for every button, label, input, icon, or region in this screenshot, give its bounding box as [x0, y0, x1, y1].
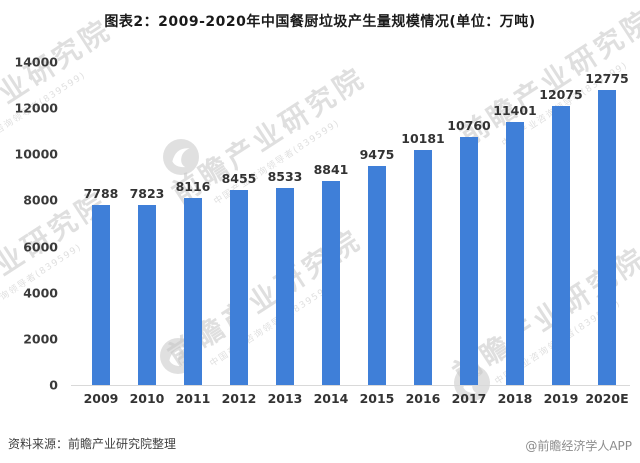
source-note: 资料来源：前瞻产业研究院整理 — [8, 437, 177, 451]
bar-value-label: 9475 — [359, 147, 395, 163]
credit-note: @前瞻经济学人APP — [525, 439, 632, 453]
y-axis-label: 10000 — [14, 146, 59, 162]
bar-slot: 11401 — [492, 62, 538, 385]
bar-slot: 8116 — [170, 62, 216, 385]
y-axis-label: 4000 — [23, 285, 58, 301]
bar-value-label: 10760 — [447, 117, 491, 133]
bar — [184, 197, 202, 385]
x-axis-label: 2010 — [129, 391, 165, 406]
x-axis-label: 2016 — [405, 391, 441, 406]
x-axis-label: 2018 — [497, 391, 533, 406]
bar — [552, 106, 570, 385]
y-axis-label: 0 — [49, 377, 58, 393]
bar-series: 7788 7823 8116 8455 8533 8841 9475 10181 10760 11… — [78, 62, 630, 385]
bar-value-label: 11401 — [493, 102, 537, 118]
bar-value-label: 7823 — [129, 185, 165, 201]
x-axis-label: 2012 — [221, 391, 257, 406]
x-axis-label: 2017 — [451, 391, 487, 406]
bar-slot: 7788 — [78, 62, 124, 385]
bar-slot: 12075 — [538, 62, 584, 385]
bar-slot: 10181 — [400, 62, 446, 385]
bar — [368, 166, 386, 385]
bar-slot: 8841 — [308, 62, 354, 385]
y-axis-label: 12000 — [14, 100, 59, 116]
bar-slot: 9475 — [354, 62, 400, 385]
bar-slot: 8455 — [216, 62, 262, 385]
bar — [230, 189, 248, 385]
y-axis: 0 2000 4000 6000 8000 10000 12000 14000 — [0, 55, 68, 393]
y-axis-label: 2000 — [23, 331, 58, 347]
x-axis-label: 2014 — [313, 391, 349, 406]
y-axis-label: 6000 — [23, 239, 58, 255]
bar — [460, 136, 478, 385]
bar — [414, 150, 432, 385]
x-axis-label: 2020E — [585, 391, 629, 406]
plot-area: 7788 7823 8116 8455 8533 8841 9475 10181 10760 11… — [78, 62, 630, 386]
bar — [276, 188, 294, 385]
x-axis-label: 2013 — [267, 391, 303, 406]
bar-slot: 10760 — [446, 62, 492, 385]
bar — [322, 181, 340, 385]
x-axis-label: 2019 — [543, 391, 579, 406]
bar-value-label: 10181 — [401, 131, 445, 147]
x-axis-label: 2015 — [359, 391, 395, 406]
bar-slot: 12775 — [584, 62, 630, 385]
bar-slot: 7823 — [124, 62, 170, 385]
bar-value-label: 8533 — [267, 169, 303, 185]
bar-value-label: 7788 — [83, 186, 119, 202]
bar — [138, 204, 156, 385]
bar — [598, 90, 616, 385]
x-axis-label: 2011 — [175, 391, 211, 406]
zero-tick-mark — [71, 385, 78, 386]
bar-value-label: 12775 — [585, 71, 629, 87]
y-axis-label: 14000 — [14, 54, 59, 70]
x-axis: 2009 2010 2011 2012 2013 2014 2015 2016 2017 2018… — [78, 391, 630, 406]
bar — [92, 205, 110, 385]
bar — [506, 121, 524, 385]
y-axis-label: 8000 — [23, 192, 58, 208]
page-title: 图表2：2009-2020年中国餐厨垃圾产生量规模情况(单位：万吨) — [104, 14, 536, 30]
bar-value-label: 8116 — [175, 178, 211, 194]
x-axis-label: 2009 — [83, 391, 119, 406]
bar-value-label: 12075 — [539, 87, 583, 103]
bar-slot: 8533 — [262, 62, 308, 385]
bar-value-label: 8455 — [221, 170, 257, 186]
bar-value-label: 8841 — [313, 162, 349, 178]
